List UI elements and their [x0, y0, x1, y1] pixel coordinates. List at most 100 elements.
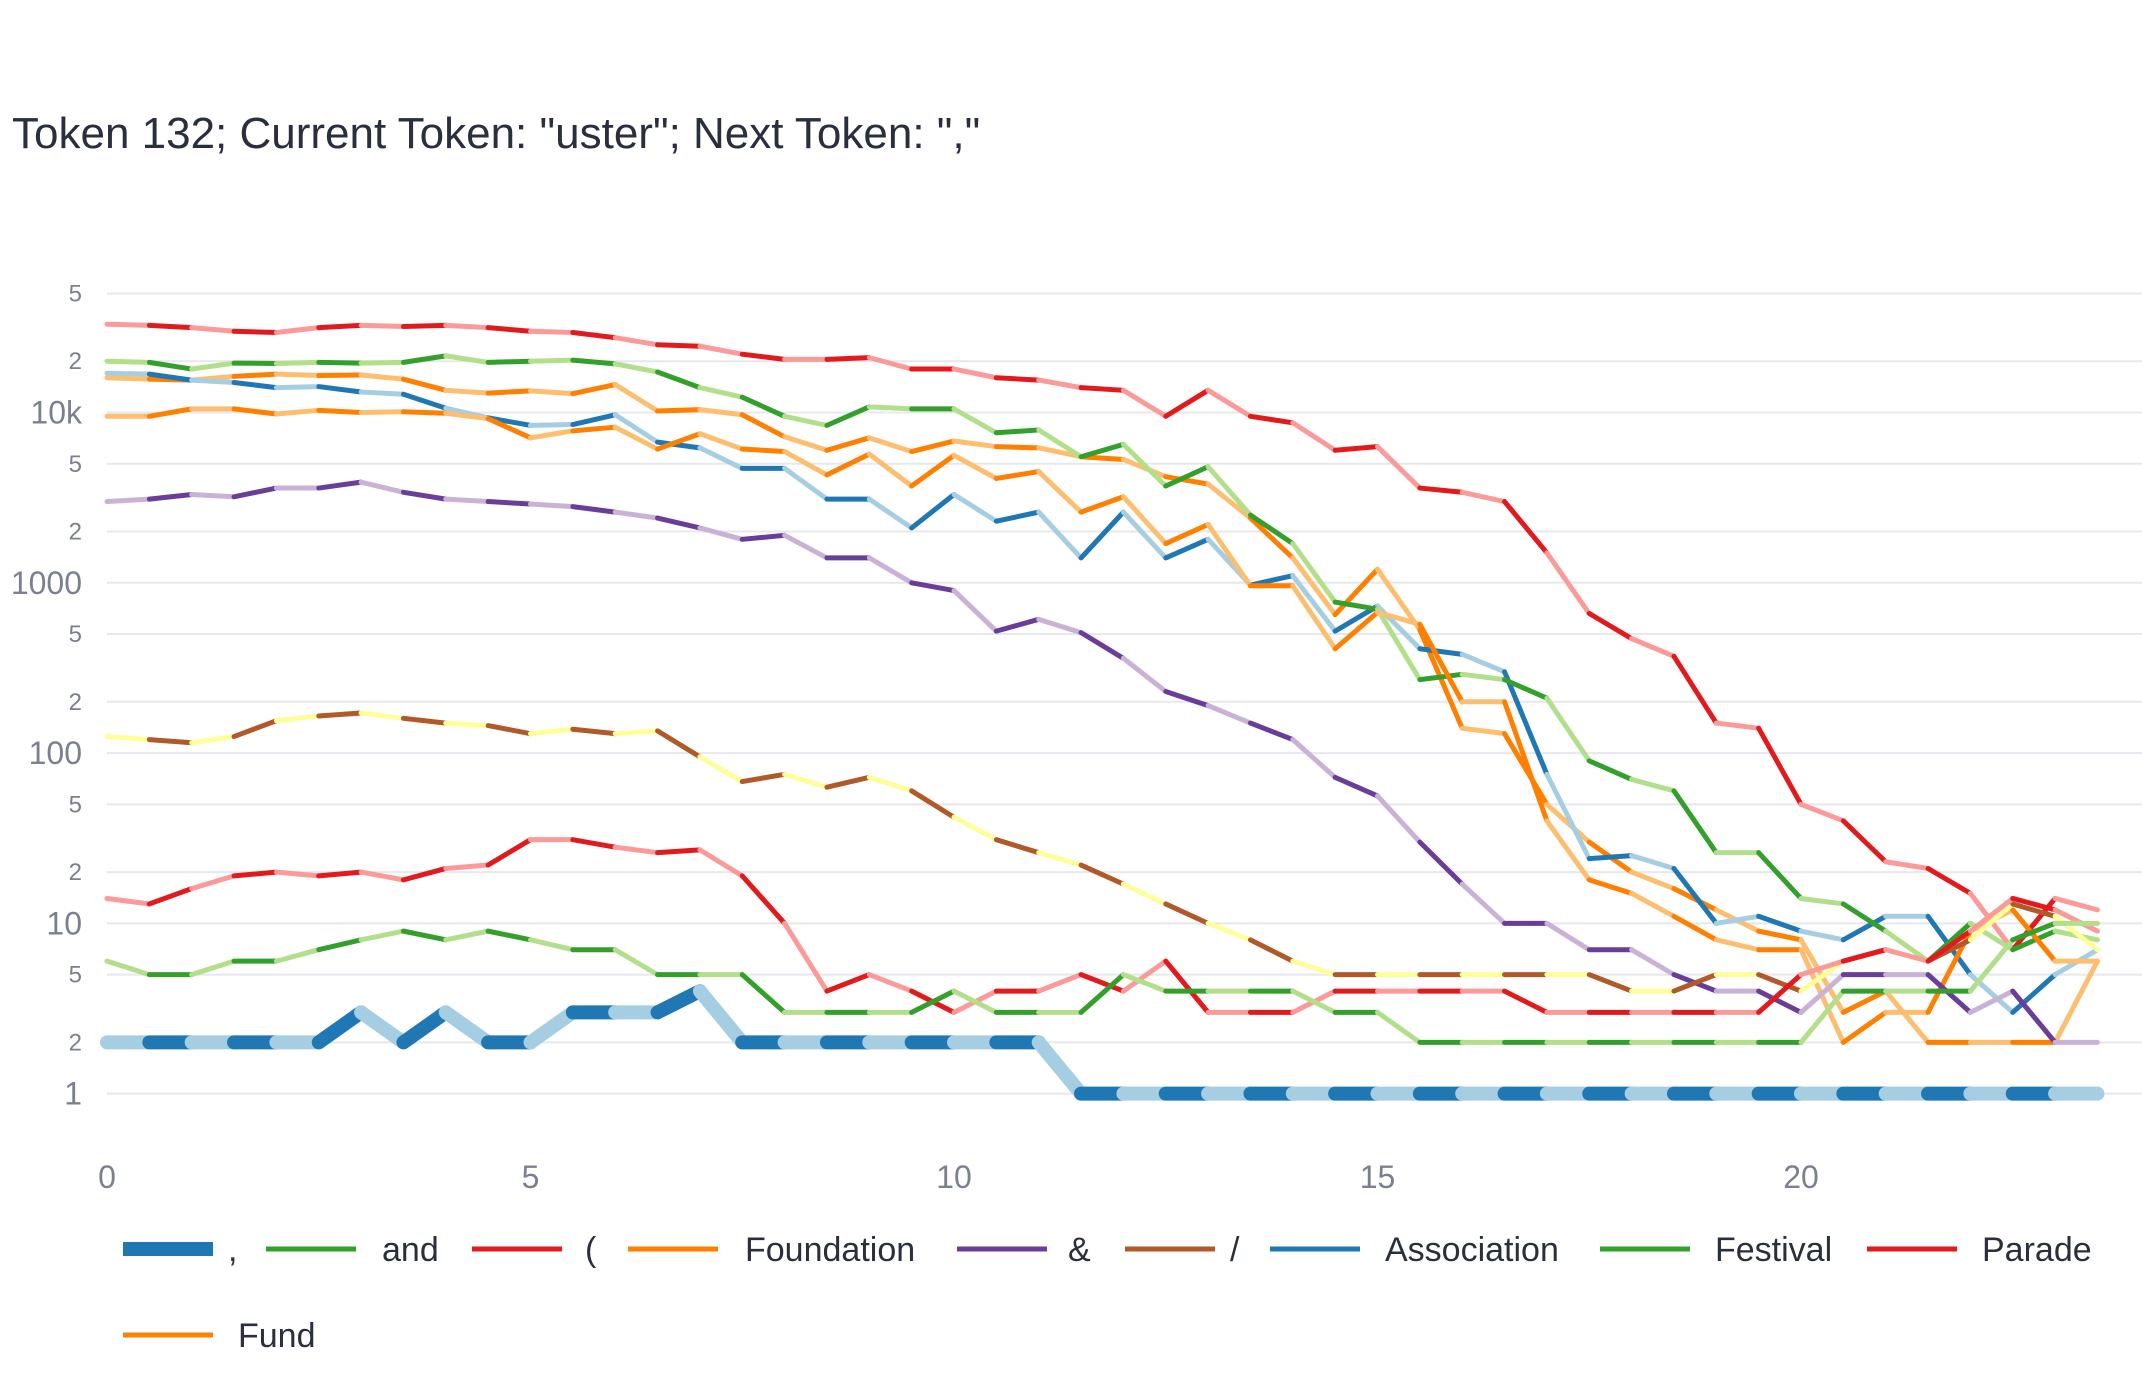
series-segment: [954, 494, 996, 521]
series-segment: [1081, 512, 1123, 558]
series-segment: [149, 889, 191, 904]
series-segment: [742, 975, 784, 1013]
series-segment: [361, 325, 403, 326]
y-tick-label: 5: [69, 791, 82, 818]
series-segment: [319, 325, 361, 327]
series-segment: [785, 923, 827, 991]
series-segment: [1632, 779, 1674, 790]
legend-item[interactable]: Fund: [123, 1317, 316, 1355]
legend-label: and: [382, 1231, 439, 1269]
legend-label: Association: [1385, 1231, 1559, 1269]
series-segment: [573, 840, 615, 848]
series-segment: [234, 374, 276, 376]
series-segment: [361, 482, 403, 492]
series-segment: [1547, 804, 1589, 842]
series-segment: [658, 372, 700, 388]
series-segment: [1547, 774, 1589, 858]
series-segment: [700, 388, 742, 398]
legend-label: Festival: [1715, 1231, 1832, 1269]
y-tick-label: 5: [69, 962, 82, 989]
series-segment: [403, 394, 445, 408]
series-segment: [361, 392, 403, 394]
series-segment: [1039, 380, 1081, 388]
series-segment: [403, 718, 445, 723]
series-segment: [361, 713, 403, 718]
series-segment: [403, 492, 445, 499]
legend-item[interactable]: Festival: [1600, 1231, 1832, 1269]
series-segment: [700, 434, 742, 449]
series-segment: [996, 512, 1038, 521]
series-segment: [1759, 931, 1801, 940]
legend-item[interactable]: Foundation: [628, 1231, 915, 1269]
series-segment: [319, 362, 361, 363]
series-segment: [1293, 961, 1335, 974]
series-segment: [1801, 931, 1843, 940]
series-segment: [446, 723, 488, 726]
series-segment: [1462, 728, 1504, 733]
legend-item[interactable]: Association: [1270, 1231, 1559, 1269]
series-segment: [954, 591, 996, 632]
series-segment: [1547, 698, 1589, 761]
series-segment: [658, 991, 700, 1012]
series-segment: [827, 438, 869, 450]
series-segment: [1674, 791, 1716, 853]
legend-item[interactable]: &: [957, 1231, 1091, 1269]
series-segment: [869, 358, 911, 369]
series-line: [107, 356, 2097, 961]
series-segment: [403, 868, 445, 879]
legend-item[interactable]: Parade: [1867, 1231, 2092, 1269]
series-segment: [107, 961, 149, 974]
series-segment: [1123, 884, 1165, 904]
legend-label: Parade: [1982, 1231, 2092, 1269]
series-segment: [319, 482, 361, 488]
series-segment: [869, 777, 911, 790]
legend-item[interactable]: and: [266, 1231, 439, 1269]
legend-item[interactable]: (: [472, 1231, 597, 1269]
series-segment: [446, 499, 488, 501]
series-segment: [1505, 734, 1547, 805]
series-segment: [1886, 862, 1928, 869]
series-segment: [1123, 658, 1165, 691]
series-segment: [954, 369, 996, 378]
series-segment: [954, 817, 996, 839]
series-segment: [1801, 804, 1843, 821]
y-tick-label: 5: [69, 280, 82, 307]
series-segment: [827, 407, 869, 426]
series-segment: [531, 431, 573, 438]
legend-item[interactable]: /: [1125, 1231, 1240, 1269]
series-segment: [149, 740, 191, 743]
series-segment: [1759, 728, 1801, 804]
series-segment: [785, 416, 827, 425]
series-segment: [488, 931, 530, 940]
series-segment: [700, 991, 742, 1042]
series-segment: [1123, 444, 1165, 486]
series-segment: [1632, 856, 1674, 869]
series-segment: [700, 346, 742, 354]
series-segment: [234, 488, 276, 497]
series-segment: [192, 494, 234, 496]
series-segment: [700, 448, 742, 468]
series-segment: [192, 737, 234, 743]
y-tick-label: 2: [69, 689, 82, 716]
series-segment: [1166, 691, 1208, 705]
series-segment: [573, 729, 615, 733]
series-segment: [785, 437, 827, 450]
series-segment: [234, 331, 276, 332]
series-segment: [1589, 880, 1631, 893]
series-segment: [1420, 674, 1462, 679]
legend-label: ,: [228, 1231, 237, 1269]
series-segment: [700, 757, 742, 782]
series-segment: [1039, 975, 1081, 992]
series-segment: [1759, 853, 1801, 899]
legend[interactable]: , and ( Foundation &/ Association Festival Para…: [123, 1231, 2092, 1355]
legend-item[interactable]: ,: [123, 1231, 237, 1269]
series-segment: [869, 499, 911, 528]
series-segment: [954, 441, 996, 447]
series-segment: [361, 362, 403, 363]
series-segment: [319, 713, 361, 716]
series-segment: [658, 850, 700, 853]
series-segment: [658, 345, 700, 346]
